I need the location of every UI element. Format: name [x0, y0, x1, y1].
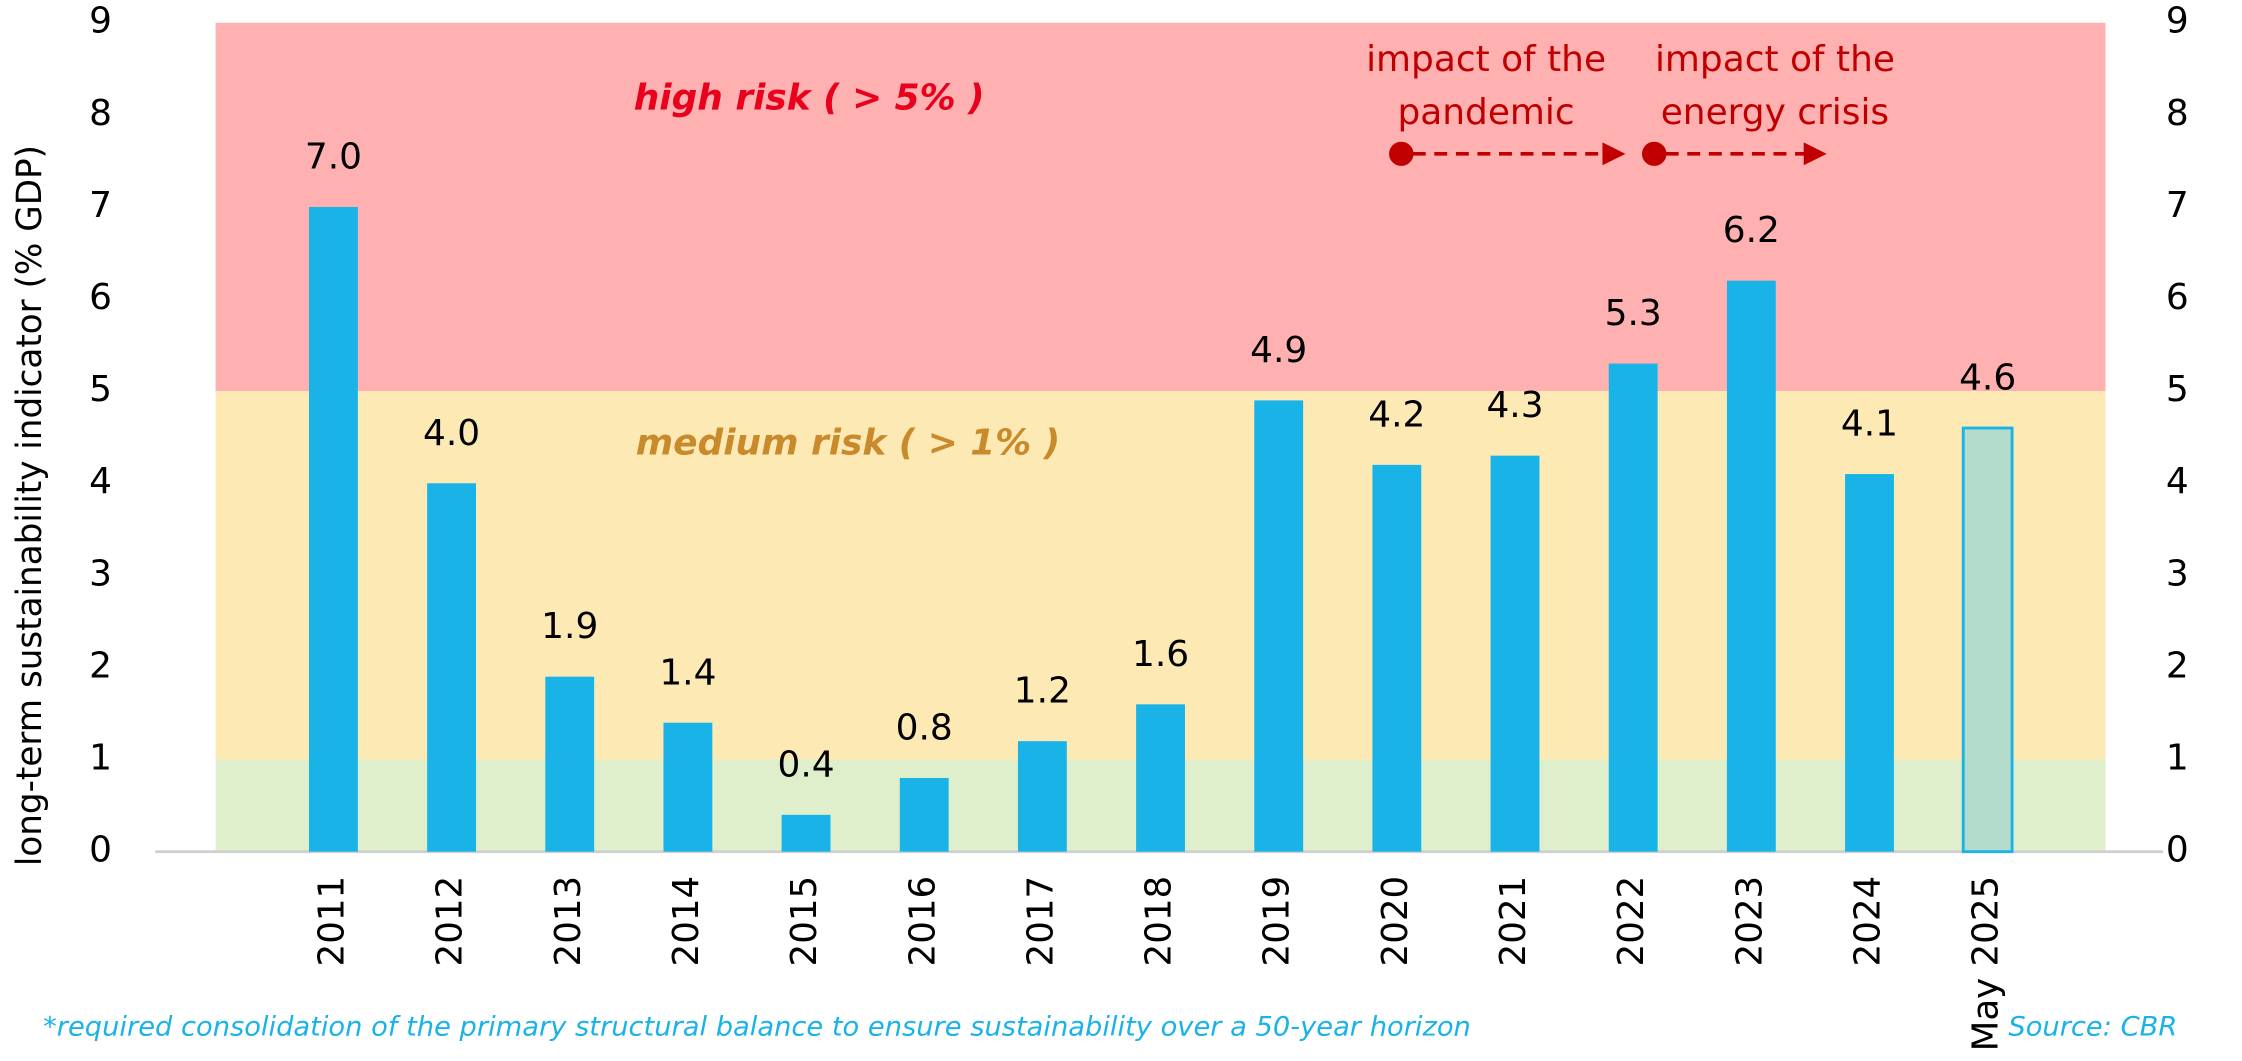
bar [1372, 464, 1422, 852]
y-axis-title: long-term sustainability indicator (% GD… [10, 145, 50, 866]
risk-band [215, 391, 2106, 760]
value-label: 1.2 [1014, 671, 1071, 712]
bar [899, 777, 949, 852]
x-tick-label: May 2025 [1966, 876, 2007, 1051]
x-tick-label: 2014 [666, 876, 707, 967]
x-tick-label: 2012 [429, 876, 470, 967]
value-label: 1.9 [541, 606, 598, 647]
chart-body: high risk ( > 5% ) medium risk ( > 1% ) 0… [10, 1, 2189, 1051]
bar [1254, 400, 1304, 852]
annotation: pandemic [1397, 92, 1574, 133]
x-tick-label: 2023 [1729, 876, 1770, 967]
x-tick-label: 2022 [1611, 876, 1652, 967]
y-tick-label: 8 [89, 93, 112, 134]
x-tick-label: 2013 [548, 876, 589, 967]
y2-tick-label: 7 [2166, 185, 2189, 226]
value-label: 4.3 [1486, 385, 1543, 426]
value-label: 4.2 [1368, 395, 1425, 436]
annotation: energy crisis [1661, 92, 1889, 133]
x-tick-label: 2018 [1138, 876, 1179, 967]
value-label: 4.1 [1841, 404, 1898, 445]
y2-tick-label: 2 [2166, 646, 2189, 687]
y-tick-label: 3 [89, 553, 112, 594]
x-tick-label: 2019 [1257, 876, 1298, 967]
y2-tick-label: 4 [2166, 461, 2189, 502]
bar [545, 676, 595, 852]
y2-tick-label: 9 [2166, 1, 2189, 42]
value-label: 7.0 [305, 137, 362, 178]
y-tick-label: 2 [89, 646, 112, 687]
y-tick-label: 6 [89, 277, 112, 318]
bar [308, 206, 358, 852]
annotation: impact of the [1366, 39, 1606, 80]
bar [781, 814, 831, 852]
value-label: 1.6 [1132, 634, 1189, 675]
y2-tick-label: 3 [2166, 553, 2189, 594]
y2-tick-label: 5 [2166, 369, 2189, 410]
x-tick-label: 2016 [902, 876, 943, 967]
y-tick-label: 4 [89, 461, 112, 502]
x-tick-label: 2020 [1375, 876, 1416, 967]
x-tick-label: 2017 [1020, 876, 1061, 967]
bar [1726, 280, 1776, 852]
bar [1490, 455, 1540, 852]
value-label: 1.4 [659, 652, 716, 693]
value-label: 5.3 [1605, 293, 1662, 334]
y2-tick-label: 6 [2166, 277, 2189, 318]
band-label: medium risk ( > 1% ) [636, 422, 1060, 463]
bar [1845, 474, 1894, 852]
y-tick-label: 1 [89, 738, 112, 779]
x-tick-label: 2011 [311, 876, 352, 967]
arrow-head [1803, 142, 1827, 166]
arrows [1389, 141, 1827, 166]
y-tick-label: 5 [89, 369, 112, 410]
bar [1961, 426, 2014, 854]
value-label: 4.9 [1250, 330, 1307, 371]
y-tick-label: 7 [89, 185, 112, 226]
bar [1017, 741, 1067, 852]
y-tick-label: 0 [89, 830, 112, 871]
y2-tick-label: 8 [2166, 93, 2189, 134]
value-label: 4.6 [1959, 358, 2016, 399]
x-tick-label: 2024 [1847, 876, 1888, 967]
annotation: impact of the [1655, 39, 1895, 80]
value-label: 0.4 [778, 745, 835, 786]
source: Source: CBR [2008, 1012, 2177, 1043]
risk-band [215, 22, 2106, 392]
bar [1136, 704, 1185, 852]
bar [663, 722, 713, 852]
arrow-head [1602, 142, 1626, 166]
x-tick-label: 2015 [784, 876, 825, 967]
arrow-dot [1389, 141, 1414, 166]
bar [1608, 363, 1658, 852]
y2-tick-label: 0 [2166, 830, 2189, 871]
arrow-dot [1642, 141, 1667, 166]
value-label: 6.2 [1723, 210, 1780, 251]
marks: 0 1 2 3 4 5 6 7 8 9 0 1 2 3 4 5 6 7 8 9 7.0 2011 4.0 2012 1.9 201… [89, 1, 2189, 1051]
footnote: *required consolidation of the primary s… [43, 1012, 1471, 1043]
value-label: 0.8 [896, 708, 953, 749]
y-tick-label: 9 [89, 1, 112, 42]
bar [427, 483, 477, 852]
x-tick-label: 2021 [1493, 876, 1534, 967]
y2-tick-label: 1 [2166, 738, 2189, 779]
value-label: 4.0 [423, 413, 480, 454]
band-label: high risk ( > 5% ) [634, 78, 985, 119]
